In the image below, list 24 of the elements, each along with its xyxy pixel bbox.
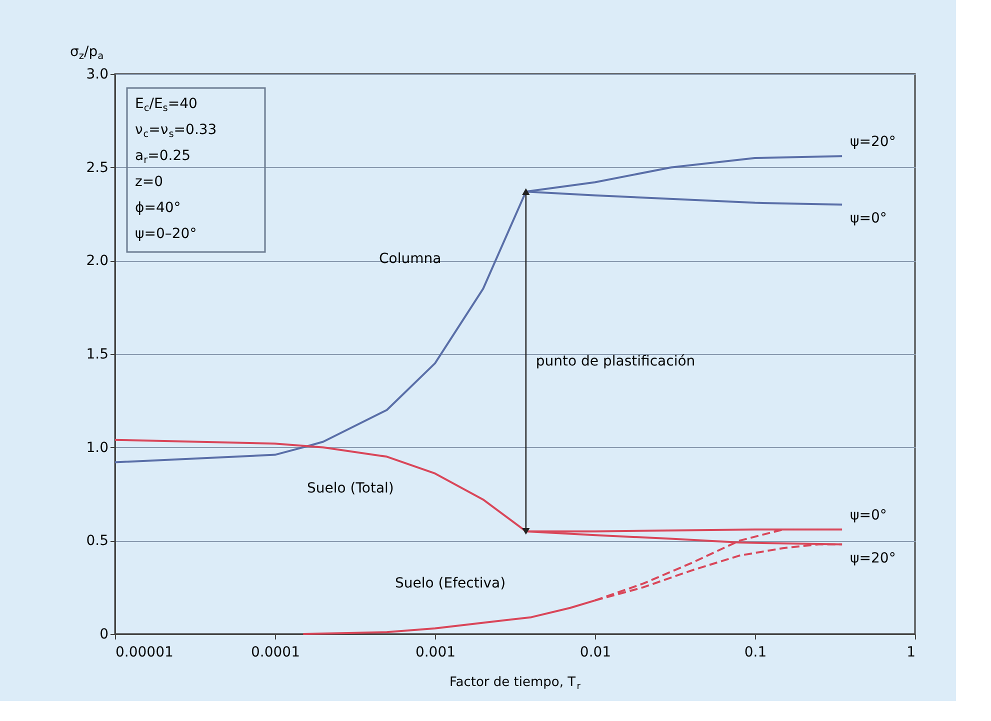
y-tick-label: 1.0 <box>86 440 108 456</box>
x-tick-label: 0.00001 <box>116 644 174 660</box>
y-tick-label: 2.0 <box>86 253 108 270</box>
annotation: Suelo (Efectiva) <box>395 576 506 592</box>
x-tick-label: 0.0001 <box>251 644 300 660</box>
x-tick-label: 0.1 <box>744 644 767 660</box>
annotation: ϕ=40° <box>135 200 181 216</box>
series-label: ψ=0° <box>850 210 887 227</box>
x-tick-label: 0.001 <box>415 644 456 660</box>
y-tick-label: 1.5 <box>86 346 108 362</box>
annotation: z=0 <box>135 174 163 190</box>
y-tick-label: 3.0 <box>86 66 108 82</box>
annotation: ψ=0–20° <box>135 226 197 242</box>
x-tick-label: 0.01 <box>580 644 612 660</box>
series-label: ψ=0° <box>850 507 887 524</box>
ref-line-label: punto de plastificación <box>536 353 696 370</box>
y-tick-label: 2.5 <box>86 160 108 176</box>
series-label: ψ=20° <box>850 134 896 150</box>
series-label: ψ=20° <box>850 550 896 566</box>
x-tick-label: 1 <box>906 644 916 660</box>
annotation: Suelo (Total) <box>307 480 394 496</box>
y-tick-label: 0 <box>100 626 108 642</box>
annotation: Columna <box>379 250 442 267</box>
y-tick-label: 0.5 <box>86 533 108 550</box>
